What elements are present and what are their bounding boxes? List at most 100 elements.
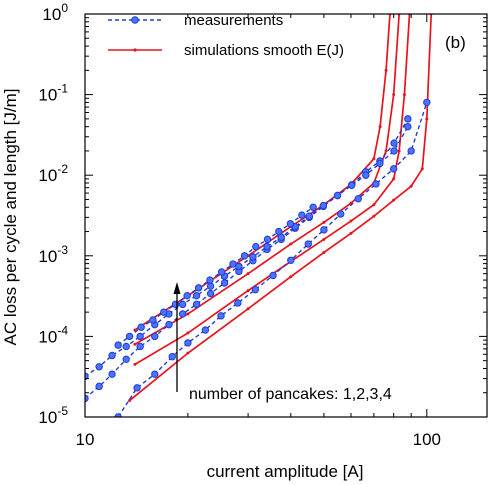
measurement-point [234,299,242,307]
legend-marker-simulations [133,48,137,52]
measurement-point [362,171,370,179]
measurement-point [151,332,159,341]
measurement-point [252,242,260,251]
y-tick-label: 10-2 [38,162,68,185]
plot-frame [84,13,488,418]
simulation-point [402,93,406,97]
simulation-point [186,312,190,316]
measurement-point [263,242,271,251]
simulation-point [186,351,190,355]
measurement-point [178,310,187,318]
simulation-line [129,14,433,402]
measurement-point [269,271,277,280]
simulation-point [133,342,137,346]
simulation-point [322,250,326,254]
y-tick-label: 10-3 [38,243,68,266]
measurement-point [305,212,313,220]
simulation-point [322,220,326,224]
y-axis-title: AC loss per cycle and length [J/m] [1,88,20,345]
simulation-point [349,219,353,223]
measurement-point [192,300,201,309]
x-tick-label: 100 [413,430,441,449]
measurement-point [319,201,328,210]
measurement-point [178,300,187,309]
measurement-point [354,195,362,203]
measurement-point [229,260,237,268]
measurement-point [184,339,192,347]
simulation-point [372,214,376,218]
simulation-point [420,167,424,171]
measurement-point [151,370,159,378]
legend: measurements simulations smooth E(J) [108,12,344,59]
simulation-point [425,117,429,121]
measurement-point [133,384,141,392]
simulation-point [246,272,250,276]
measurement-point [122,342,130,351]
measurement-point [390,147,398,155]
simulation-point [372,157,376,161]
measurement-point [251,285,260,294]
measurement-point [404,122,412,131]
simulation-point [133,362,137,366]
measurement-point [171,300,180,309]
simulation-point [409,184,413,188]
measurement-point [287,256,295,264]
simulation-point [246,307,250,311]
measurement-point [389,165,398,173]
panel-label: (b) [445,33,466,52]
measurement-point [240,252,249,260]
legend-label-simulations: simulations smooth E(J) [184,42,344,59]
simulation-point [384,68,388,72]
series-layer [85,14,433,417]
simulation-point [186,331,190,335]
measurement-point [348,181,356,189]
measurement-point [220,279,229,287]
measurement-point [168,353,176,361]
measurement-point [125,332,134,341]
measurement-point [286,220,295,228]
simulation-series-1-pancakes [128,14,433,403]
measurement-point [160,308,168,316]
measurement-point [206,282,215,290]
measurement-point [194,284,203,292]
measurement-point [333,191,342,200]
y-tick-label: 10-5 [38,404,68,427]
measurement-point [201,326,210,334]
y-tick-label: 10-1 [38,82,68,105]
pancakes-annotation: number of pancakes: 1,2,3,4 [173,282,392,403]
measurement-point [404,115,412,123]
measurement-point [423,98,431,107]
measurement-point [108,370,116,378]
measurement-point [390,139,398,147]
simulation-point [128,399,132,403]
measurement-point [114,341,122,349]
measurement-point [136,342,144,351]
measurement-point [376,159,384,168]
measurement-point [249,253,257,261]
simulation-point [289,242,293,246]
x-axis-title: current amplitude [A] [207,462,364,481]
measurement-point [108,351,116,360]
measurement-point [217,312,225,320]
axes-layer: 10 100 10-5 10-4 10-3 10-2 10-1 100 [38,1,488,449]
simulation-point [392,93,396,97]
measurement-series-4-pancakes [114,203,317,349]
simulation-point [289,275,293,279]
measurement-point [337,210,345,218]
measurement-point [298,211,306,219]
measurement-line [116,102,428,417]
simulation-point [246,289,250,293]
measurement-point [192,291,201,300]
simulation-point [372,203,376,207]
legend-marker-measurements [131,16,139,24]
measurement-point [95,382,103,391]
x-tick-label: 10 [76,430,95,449]
annotation-arrow-head [173,282,181,294]
legend-label-measurements: measurements [184,12,283,29]
simulation-point [378,125,382,129]
simulation-point [397,149,401,153]
measurement-point [304,240,312,248]
simulation-point [322,237,326,241]
